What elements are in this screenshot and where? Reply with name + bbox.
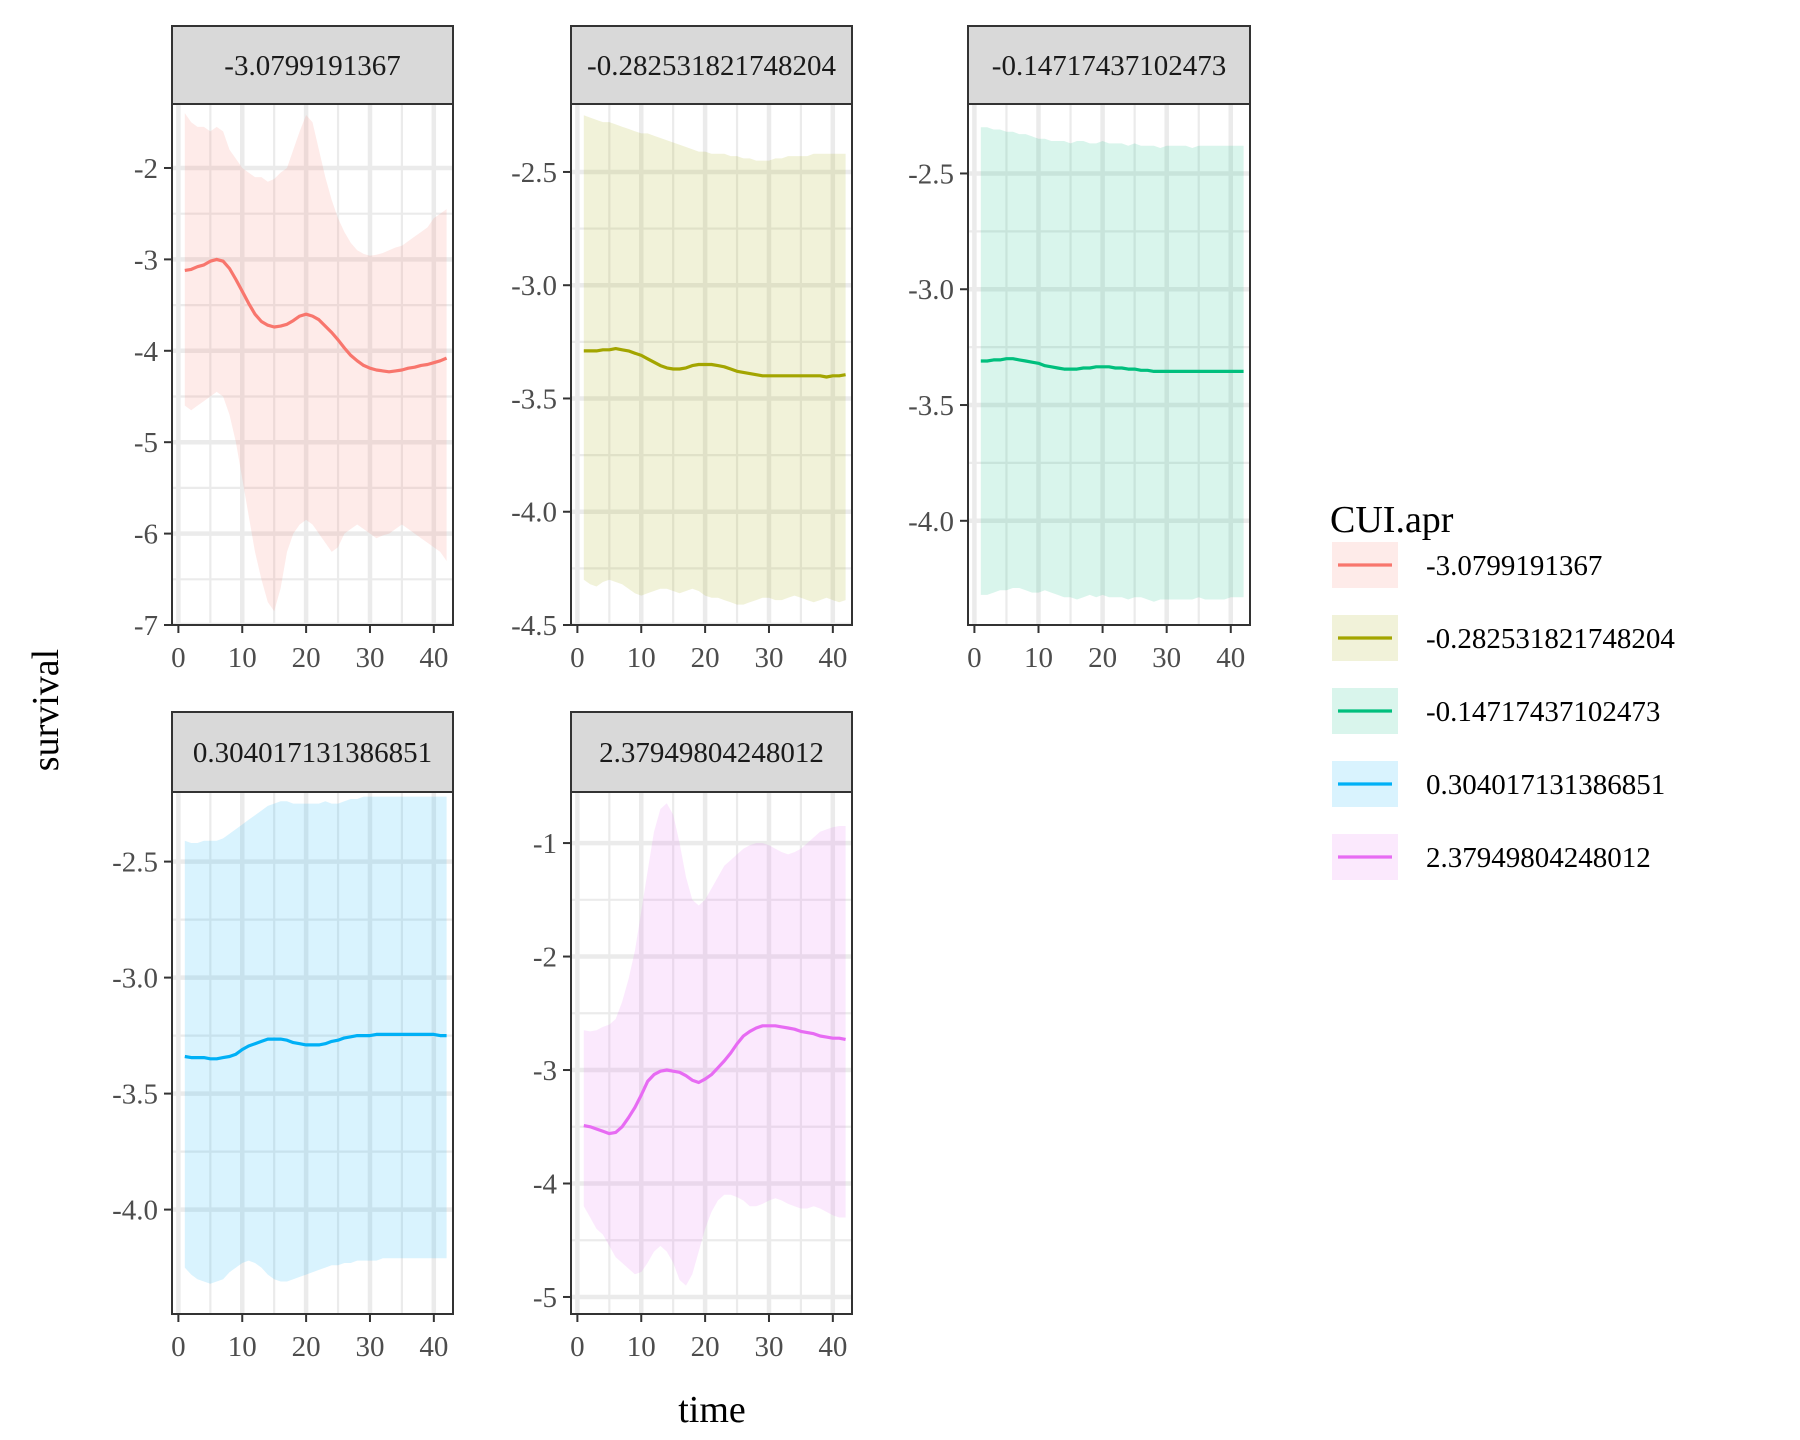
y-tick-label: -5 (134, 427, 158, 459)
facet-strip-label: 2.37949804248012 (599, 737, 824, 769)
x-tick-label: 10 (228, 642, 257, 674)
y-tick-label: -5 (533, 1282, 557, 1314)
facet-strip-label: -0.14717437102473 (992, 50, 1226, 82)
facet-panel: 0.304017131386851 0 10 20 30 40 -4.0 -3.5 -3.0 -2… (112, 711, 454, 1363)
facet-strip (967, 25, 1251, 105)
x-tick-label: 0 (570, 1331, 585, 1363)
y-tick-label: -4 (134, 336, 159, 368)
y-tick-label: -6 (134, 519, 158, 551)
x-tick-label: 20 (292, 1331, 321, 1363)
x-tick-label: 20 (1088, 642, 1117, 674)
series-line (184, 257, 448, 374)
legend-entry: 2.37949804248012 (1332, 834, 1651, 880)
series-line (980, 357, 1244, 373)
legend-entry: -0.14717437102473 (1332, 688, 1660, 734)
x-tick-label: 0 (171, 1331, 186, 1363)
y-tick-label: -4.0 (511, 497, 557, 529)
y-tick-label: -1 (533, 828, 557, 860)
x-tick-label: 40 (818, 1331, 847, 1363)
x-tick-label: 20 (691, 642, 720, 674)
confidence-ribbon (583, 115, 846, 605)
facet-strip (570, 711, 853, 793)
y-tick-label: -2.5 (511, 157, 557, 189)
panel-grid (571, 792, 852, 1314)
series-line (184, 1032, 447, 1061)
x-tick-label: 10 (228, 1331, 257, 1363)
panel-background (968, 104, 1250, 625)
facet-strip-label: 0.304017131386851 (193, 737, 432, 769)
x-tick-label: 10 (627, 1331, 656, 1363)
facet-panel: -3.0799191367 0 10 20 30 40 -7 -6 -5 -4 -3 -2 (134, 25, 454, 674)
facet-panel: -0.14717437102473 0 10 20 30 40 -4.0 -3.5 -3.0 -2… (908, 25, 1251, 674)
x-tick-label: 30 (1152, 642, 1181, 674)
facet-strip (570, 25, 853, 105)
x-tick-label: 0 (171, 642, 186, 674)
x-tick-label: 30 (355, 642, 384, 674)
x-tick-label: 20 (691, 1331, 720, 1363)
confidence-ribbon (583, 803, 846, 1286)
y-tick-label: -3.0 (511, 270, 557, 302)
y-tick-label: -3.5 (112, 1079, 158, 1111)
legend: CUI.apr -3.0799191367 -0.282531821748204 -… (1330, 499, 1675, 880)
facet-panel: -0.282531821748204 0 10 20 30 40 -4.5 -4.0 -3.5 -… (511, 25, 853, 674)
legend-entry: -3.0799191367 (1332, 542, 1602, 588)
legend-entry: 0.304017131386851 (1332, 761, 1665, 807)
x-tick-label: 10 (1024, 642, 1053, 674)
legend-label: -3.0799191367 (1426, 550, 1602, 582)
y-tick-label: -2 (134, 153, 158, 185)
y-tick-label: -3 (134, 244, 158, 276)
x-tick-label: 0 (967, 642, 982, 674)
x-tick-label: 20 (292, 642, 321, 674)
y-tick-label: -4.5 (511, 610, 557, 642)
legend-label: 2.37949804248012 (1426, 842, 1651, 874)
legend-label: 0.304017131386851 (1426, 769, 1665, 801)
x-tick-label: 10 (627, 642, 656, 674)
panel-background (172, 792, 453, 1314)
y-tick-label: -3.0 (908, 274, 954, 306)
x-tick-label: 30 (754, 642, 783, 674)
legend-label: -0.282531821748204 (1426, 623, 1675, 655)
legend-entry: -0.282531821748204 (1332, 615, 1675, 661)
x-tick-label: 40 (419, 1331, 448, 1363)
y-tick-label: -3.5 (908, 390, 954, 422)
y-tick-label: -4 (533, 1169, 558, 1201)
x-tick-label: 0 (570, 642, 585, 674)
confidence-ribbon (184, 113, 447, 612)
confidence-ribbon (184, 796, 447, 1284)
panel-grid (172, 104, 453, 625)
legend-title: CUI.apr (1330, 499, 1454, 541)
facet-strip (171, 711, 454, 793)
x-tick-label: 30 (355, 1331, 384, 1363)
confidence-ribbon (980, 127, 1244, 602)
facet-panel: 2.37949804248012 0 10 20 30 40 -5 -4 -3 -2 -1 (533, 711, 853, 1363)
x-tick-label: 40 (818, 642, 847, 674)
y-tick-label: -7 (134, 610, 158, 642)
x-tick-label: 30 (754, 1331, 783, 1363)
y-tick-label: -4.0 (112, 1195, 158, 1227)
y-tick-label: -3.5 (511, 383, 557, 415)
panels-layer: -3.0799191367 0 10 20 30 40 -7 -6 -5 -4 -3 -2 -0.282… (112, 25, 1251, 1363)
facet-strip-label: -0.282531821748204 (587, 50, 836, 82)
panel-background (172, 104, 453, 625)
x-axis-title: time (678, 1389, 746, 1431)
y-tick-label: -2.5 (908, 158, 954, 190)
panel-grid (571, 104, 852, 625)
y-tick-label: -2 (533, 942, 557, 974)
y-tick-label: -3.0 (112, 963, 158, 995)
legend-label: -0.14717437102473 (1426, 696, 1660, 728)
y-tick-label: -4.0 (908, 506, 954, 538)
facet-strip-label: -3.0799191367 (224, 50, 400, 82)
x-tick-label: 40 (1216, 642, 1245, 674)
series-line (583, 347, 846, 379)
y-axis-title: survival (25, 649, 67, 771)
panel-grid (172, 792, 453, 1314)
panel-grid (968, 104, 1250, 625)
y-tick-label: -2.5 (112, 847, 158, 879)
panel-background (571, 792, 852, 1314)
facet-strip (171, 25, 454, 105)
y-tick-label: -3 (533, 1055, 557, 1087)
x-tick-label: 40 (419, 642, 448, 674)
series-line (583, 1024, 846, 1136)
